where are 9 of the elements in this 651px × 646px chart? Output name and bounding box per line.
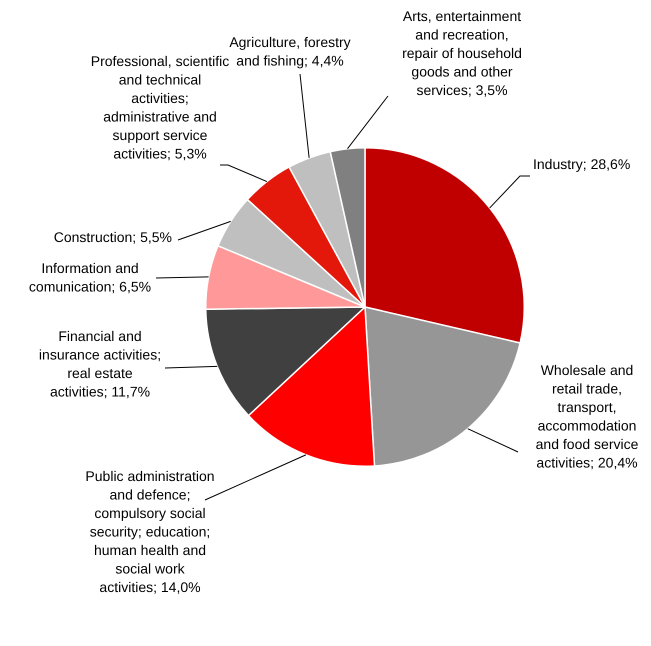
slice-label: Wholesale and retail trade, transport, accommodation and food service activities; 20,4% (536, 362, 639, 470)
slice-label: Information and comunication; 6,5% (28, 260, 152, 294)
slice-label: Industry; 28,6% (533, 156, 630, 172)
slice-label: Financial and insurance activities; real estate activities; 11,7% (38, 328, 162, 400)
slice-label: Public administration and defence; compulsory social security; education; human health and social work activities; 14,0% (85, 468, 215, 595)
slice-label: Agriculture, forestry and fishing; 4,4% (229, 34, 351, 68)
slice-label: Construction; 5,5% (54, 228, 172, 245)
slice-label: Arts, entertainment and recreation, repair of household goods and other services; 3,5% (402, 8, 522, 98)
slice-label: Professional, scientific and technical activities; administrative and support service activities; 5,3% (90, 52, 230, 162)
